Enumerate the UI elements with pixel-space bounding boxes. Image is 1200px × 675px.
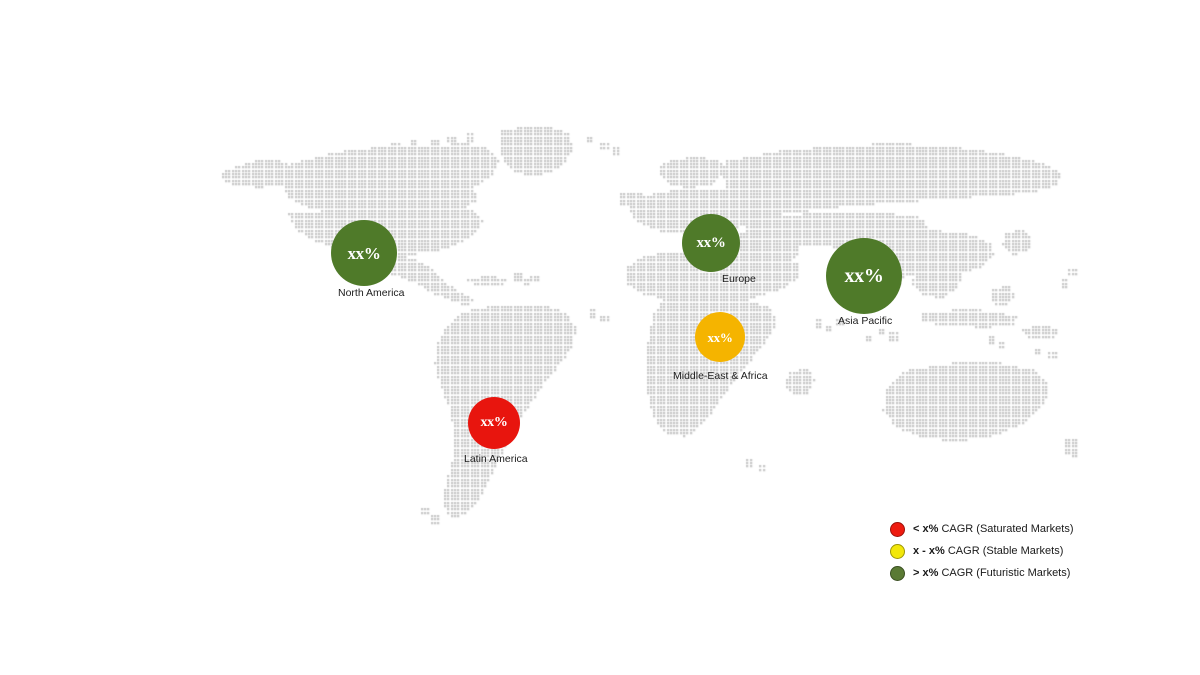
region-label-asia-pacific: Asia Pacific	[838, 315, 893, 327]
region-label-europe: Europe	[722, 273, 756, 285]
legend-swatch-stable-icon	[890, 543, 905, 559]
legend-desc-stable: CAGR (Stable Markets)	[944, 544, 1064, 557]
region-bubble-latin-america[interactable]: xx%	[468, 397, 520, 449]
region-value-europe: xx%	[696, 234, 726, 251]
region-value-north-america: xx%	[347, 243, 381, 263]
legend-item-stable[interactable]: x - x% CAGR (Stable Markets)	[890, 540, 1090, 562]
legend-desc-saturated: CAGR (Saturated Markets)	[938, 522, 1074, 535]
region-bubble-middle-east-africa[interactable]: xx%	[695, 312, 745, 362]
region-value-latin-america: xx%	[480, 415, 508, 430]
legend-item-futuristic[interactable]: > x% CAGR (Futuristic Markets)	[890, 562, 1090, 584]
region-bubble-north-america[interactable]: xx%	[331, 220, 397, 286]
region-value-asia-pacific: xx%	[844, 265, 884, 287]
legend-swatch-saturated-icon	[890, 521, 905, 537]
region-bubble-asia-pacific[interactable]: xx%	[826, 238, 902, 314]
legend-item-saturated[interactable]: < x% CAGR (Saturated Markets)	[890, 518, 1090, 540]
region-label-latin-america: Latin America	[464, 453, 528, 465]
region-label-middle-east-africa: Middle-East & Africa	[673, 370, 768, 382]
legend-value-futuristic: > x%	[913, 566, 939, 579]
legend-swatch-futuristic-icon	[890, 565, 905, 581]
legend-text-futuristic: > x% CAGR (Futuristic Markets)	[913, 566, 1071, 579]
legend-text-saturated: < x% CAGR (Saturated Markets)	[913, 522, 1074, 535]
region-value-middle-east-africa: xx%	[707, 329, 733, 345]
region-bubble-europe[interactable]: xx%	[682, 214, 740, 272]
cagr-legend: < x% CAGR (Saturated Markets) x - x% CAGR…	[890, 518, 1090, 584]
legend-desc-futuristic: CAGR (Futuristic Markets)	[938, 566, 1071, 579]
legend-text-stable: x - x% CAGR (Stable Markets)	[913, 544, 1064, 557]
legend-value-saturated: < x%	[913, 522, 939, 535]
legend-value-stable: x - x%	[913, 544, 945, 557]
region-label-north-america: North America	[338, 287, 405, 299]
